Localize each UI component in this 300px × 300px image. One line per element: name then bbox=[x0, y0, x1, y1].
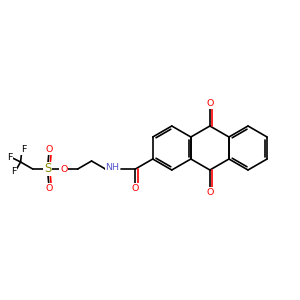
Text: F: F bbox=[11, 167, 16, 176]
Text: O: O bbox=[60, 164, 68, 173]
Text: NH: NH bbox=[105, 164, 119, 172]
Text: O: O bbox=[45, 184, 52, 193]
Text: F: F bbox=[7, 152, 12, 161]
Text: O: O bbox=[132, 184, 139, 193]
Text: F: F bbox=[21, 146, 26, 154]
Text: S: S bbox=[44, 163, 51, 176]
Text: O: O bbox=[45, 145, 52, 154]
Text: O: O bbox=[206, 99, 214, 108]
Text: O: O bbox=[206, 188, 214, 197]
